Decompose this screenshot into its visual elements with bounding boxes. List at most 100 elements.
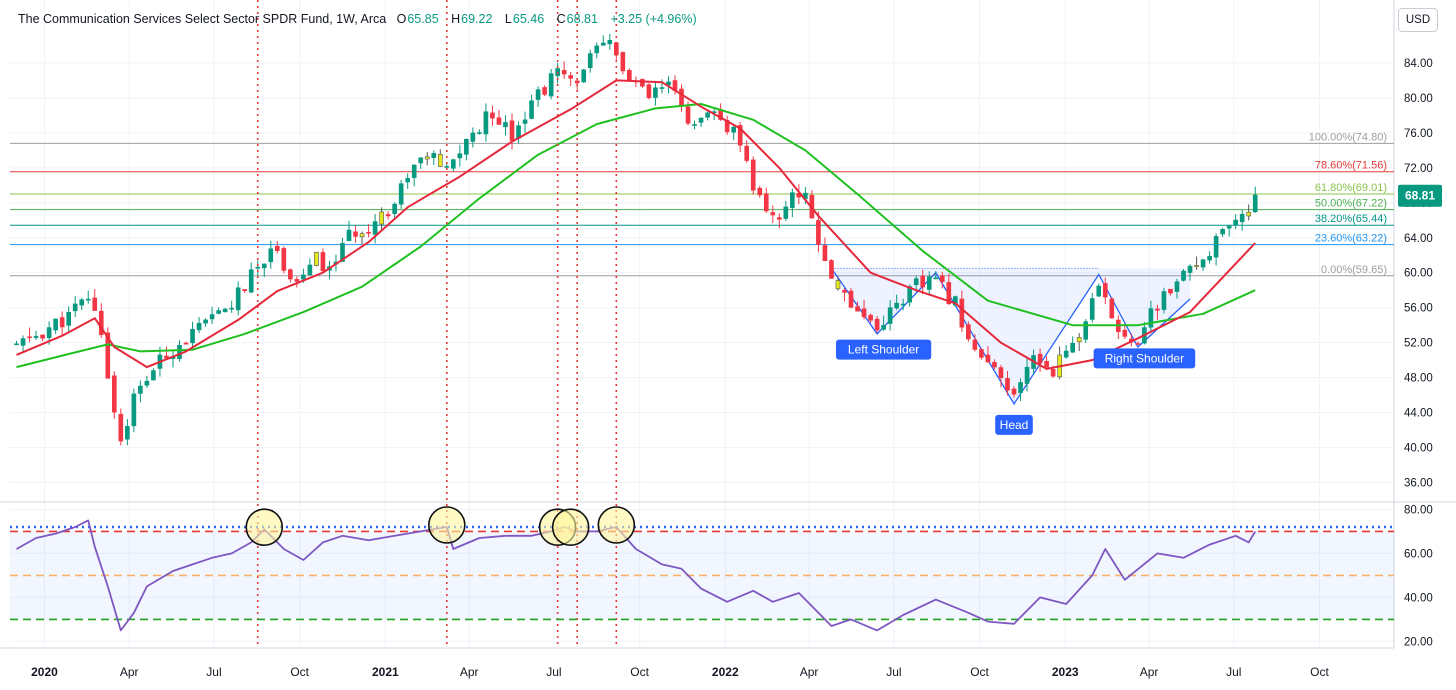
- price-tick-label: 48.00: [1404, 373, 1433, 385]
- candle-body: [46, 327, 52, 338]
- last-price-label: 68.81: [1405, 189, 1435, 203]
- candle-body: [835, 280, 841, 290]
- candle-body: [281, 248, 287, 271]
- candle-body: [881, 325, 886, 330]
- candle-body: [14, 343, 19, 346]
- candle-body: [27, 336, 32, 339]
- candle-body: [203, 319, 208, 324]
- candle-body: [1220, 229, 1225, 235]
- annotation-label: Head: [1000, 418, 1029, 432]
- candle-body: [72, 303, 78, 312]
- candle-body: [125, 426, 130, 440]
- candle-body: [144, 380, 150, 386]
- currency-button[interactable]: USD: [1398, 8, 1438, 32]
- change-value: +3.25 (+4.96%): [610, 12, 697, 26]
- fib-label: 50.00%(67.22): [1315, 198, 1387, 210]
- high-label: H: [451, 12, 461, 26]
- candle-body: [248, 269, 254, 293]
- pattern-annotations: Left Shoulder Head Right Shoulder: [836, 339, 1196, 435]
- rsi-tick-label: 40.00: [1404, 592, 1433, 604]
- candle-body: [646, 84, 652, 98]
- time-tick-label: 2021: [372, 665, 399, 679]
- candle-body: [209, 314, 215, 320]
- candle-body: [1233, 219, 1238, 226]
- candle-body: [953, 296, 958, 306]
- candle-body: [529, 100, 534, 119]
- price-tick-label: 80.00: [1404, 93, 1433, 105]
- candle-body: [222, 308, 228, 313]
- candle-body: [59, 317, 65, 328]
- time-tick-label: 2023: [1052, 665, 1079, 679]
- candle-body: [437, 154, 443, 167]
- candle-body: [1037, 353, 1043, 364]
- candle-body: [20, 338, 26, 346]
- close-value: 68.81: [566, 12, 598, 26]
- candle-body: [685, 106, 691, 124]
- price-tick-label: 44.00: [1404, 408, 1433, 420]
- candle-body: [561, 70, 567, 75]
- candle-body: [1076, 337, 1082, 343]
- candle-body: [737, 125, 743, 146]
- candle-body: [255, 266, 261, 269]
- candle-body: [750, 159, 756, 191]
- candle-body: [366, 231, 371, 234]
- candle-body: [1135, 343, 1141, 345]
- candle-body: [1083, 321, 1089, 340]
- candle-body: [294, 279, 300, 282]
- candle-body: [111, 375, 117, 413]
- candle-body: [216, 310, 221, 314]
- candle-body: [568, 75, 573, 79]
- candle-body: [535, 89, 541, 100]
- candle-body: [444, 166, 450, 168]
- head-shoulders-pattern: [830, 267, 1191, 406]
- candle-body: [151, 370, 156, 381]
- price-tick-label: 76.00: [1404, 128, 1433, 140]
- candle-body: [229, 307, 234, 310]
- candle-body: [131, 393, 137, 427]
- time-tick-label: Jul: [206, 665, 221, 679]
- ma-slow-line: [16, 103, 1256, 369]
- time-tick-label: 2020: [31, 665, 58, 679]
- candle-body: [1155, 308, 1160, 311]
- candle-body: [1063, 350, 1069, 358]
- price-tick-label: 60.00: [1404, 268, 1433, 280]
- rsi-tick-label: 20.00: [1404, 636, 1433, 648]
- time-tick-label: Jul: [886, 665, 901, 679]
- candle-body: [509, 120, 515, 141]
- candle-body: [1200, 259, 1206, 268]
- candle-body: [1174, 281, 1180, 292]
- candle-body: [105, 332, 111, 379]
- candle-body: [998, 367, 1004, 379]
- open-label: O: [396, 12, 407, 26]
- time-tick-label: Jul: [546, 665, 561, 679]
- candle-body: [816, 220, 821, 245]
- candle-body: [183, 342, 189, 345]
- price-tick-label: 72.00: [1404, 163, 1433, 175]
- candle-body: [1122, 329, 1128, 337]
- fibonacci-levels: 100.00%(74.80) 78.60%(71.56) 61.80%(69.01)…: [10, 131, 1394, 277]
- candle-body: [913, 278, 919, 286]
- candle-body: [79, 299, 85, 306]
- candle-body: [490, 112, 495, 119]
- fib-label: 38.20%(65.44): [1315, 213, 1387, 225]
- candle-body: [640, 79, 645, 87]
- candle-body: [900, 303, 906, 306]
- candle-body: [1194, 265, 1199, 267]
- candle-body: [1011, 388, 1017, 395]
- fib-label: 78.60%(71.56): [1315, 160, 1387, 172]
- candle-body: [1050, 369, 1056, 377]
- time-tick-label: 2022: [712, 665, 739, 679]
- time-tick-label: Jul: [1226, 665, 1241, 679]
- candlestick-series: [14, 33, 1258, 446]
- chart-header: The Communication Services Select Sector…: [18, 12, 706, 26]
- price-tick-label: 64.00: [1404, 233, 1433, 245]
- candle-body: [620, 52, 626, 72]
- price-tick-label: 52.00: [1404, 338, 1433, 350]
- candle-body: [470, 132, 476, 142]
- candle-body: [979, 349, 984, 358]
- candle-body: [594, 45, 600, 54]
- candle-body: [164, 355, 169, 359]
- annotation-box: [995, 414, 1033, 435]
- candle-body: [1018, 382, 1023, 394]
